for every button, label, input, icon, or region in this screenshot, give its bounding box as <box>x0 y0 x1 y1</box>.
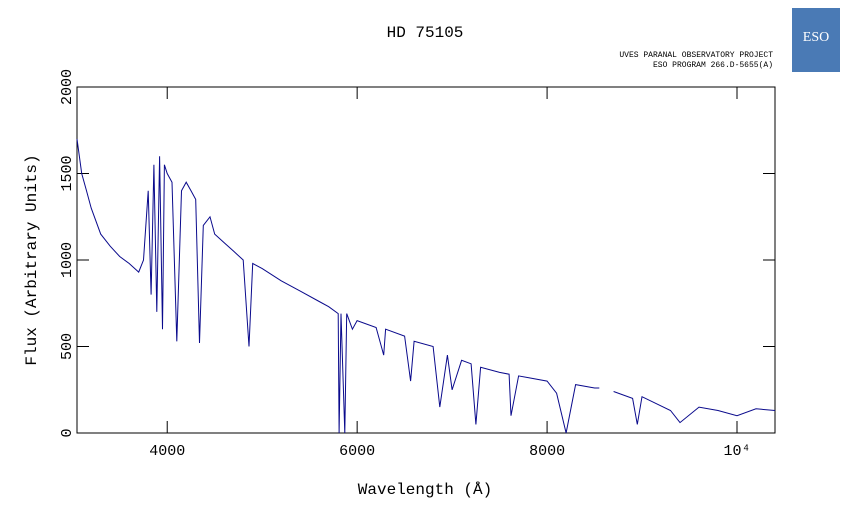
x-tick-label: 8000 <box>529 443 565 460</box>
subtitle: UVES PARANAL OBSERVATORY PROJECT <box>619 51 773 60</box>
x-tick-label: 6000 <box>339 443 375 460</box>
logo-text: ESO <box>803 30 829 45</box>
y-tick-label: 1000 <box>59 242 76 278</box>
y-tick-label: 2000 <box>59 69 76 105</box>
y-tick-label: 0 <box>59 428 76 437</box>
chart-title: HD 75105 <box>387 24 464 42</box>
y-tick-label: 500 <box>59 333 76 360</box>
plot-frame <box>76 86 776 434</box>
y-axis-label: Flux (Arbitrary Units) <box>23 154 41 365</box>
x-axis-label: Wavelength (Å) <box>358 481 492 499</box>
x-tick-label: 10⁴ <box>724 443 751 460</box>
logo <box>792 8 840 72</box>
x-tick-label: 4000 <box>149 443 185 460</box>
subtitle: ESO PROGRAM 266.D-5655(A) <box>653 61 773 70</box>
spectrum-line <box>76 138 776 434</box>
y-tick-label: 1500 <box>59 155 76 191</box>
